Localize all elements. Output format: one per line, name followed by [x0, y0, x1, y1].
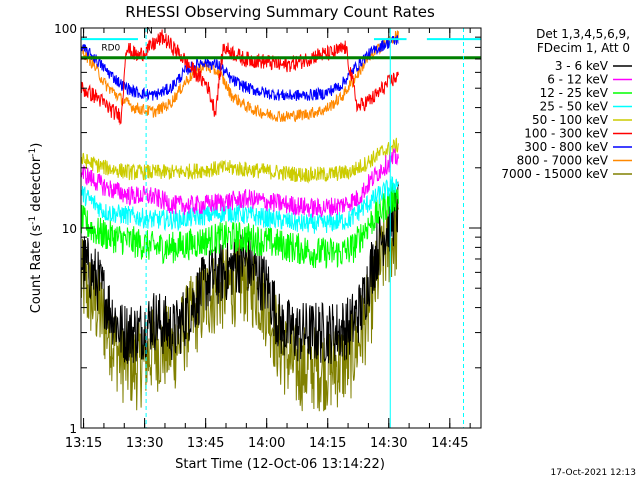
y-tick-label-1: 10 [62, 222, 77, 236]
x-tick-label-3: 14:00 [248, 436, 285, 451]
y-axis-label-tail: detector [29, 156, 44, 216]
series-layer [80, 29, 399, 412]
y-axis-label: Count Rate (s-1 detector-1) [28, 143, 44, 314]
series-line-300-800-kev [80, 35, 399, 102]
flag-label-rd0: RD0 [101, 44, 120, 54]
legend-label-8: 7000 - 15000 keV [501, 167, 608, 181]
y-axis-label-sup: -1 [28, 216, 38, 225]
series-line-25-50-kev [80, 175, 399, 234]
series-line-50-100-kev [80, 137, 399, 184]
legend-label-6: 300 - 800 keV [524, 140, 608, 154]
series-line-800-7000-kev [80, 30, 399, 123]
timestamp: 17-Oct-2021 12:13 [551, 468, 636, 478]
legend-label-4: 50 - 100 keV [532, 113, 609, 127]
chart-title: RHESSI Observing Summary Count Rates [125, 3, 435, 21]
y-axis-label-main: Count Rate (s [29, 225, 44, 314]
legend-header-1: Det 1,3,4,5,6,9, [536, 27, 630, 41]
flag-label-n: N [146, 26, 153, 36]
legend-label-7: 800 - 7000 keV [517, 154, 609, 168]
series-line-12-25-kev [80, 182, 399, 269]
series-line-3-6-kev [80, 181, 399, 365]
legend-label-1: 6 - 12 keV [547, 73, 609, 87]
legend-label-2: 12 - 25 keV [540, 86, 609, 100]
legend: Det 1,3,4,5,6,9, FDecim 1, Att 0 3 - 6 k… [501, 27, 632, 181]
legend-label-5: 100 - 300 keV [524, 127, 608, 141]
x-tick-label-6: 14:45 [431, 436, 468, 451]
x-tick-label-2: 13:45 [187, 436, 224, 451]
y-axis-label-end: ) [29, 143, 44, 148]
legend-header-2: FDecim 1, Att 0 [537, 41, 630, 55]
series-line-6-12-kev [80, 147, 399, 219]
x-tick-label-1: 13:30 [126, 436, 163, 451]
series-line-100-300-kev [80, 29, 399, 126]
y-tick-label-0: 1 [69, 422, 77, 436]
y-axis-label-sup-2: -1 [28, 148, 38, 157]
x-tick-label-4: 14:15 [309, 436, 346, 451]
y-tick-label-2: 100 [54, 22, 77, 36]
x-tick-label-5: 14:30 [370, 436, 407, 451]
legend-label-3: 25 - 50 keV [540, 100, 609, 114]
axis-layer: 1 10 100 13:15 13:30 13:45 14:00 14:15 14:30 14:4… [54, 22, 481, 451]
x-tick-label-0: 13:15 [65, 436, 102, 451]
legend-label-0: 3 - 6 keV [555, 59, 609, 73]
x-axis-label: Start Time (12-Oct-06 13:14:22) [175, 457, 385, 472]
